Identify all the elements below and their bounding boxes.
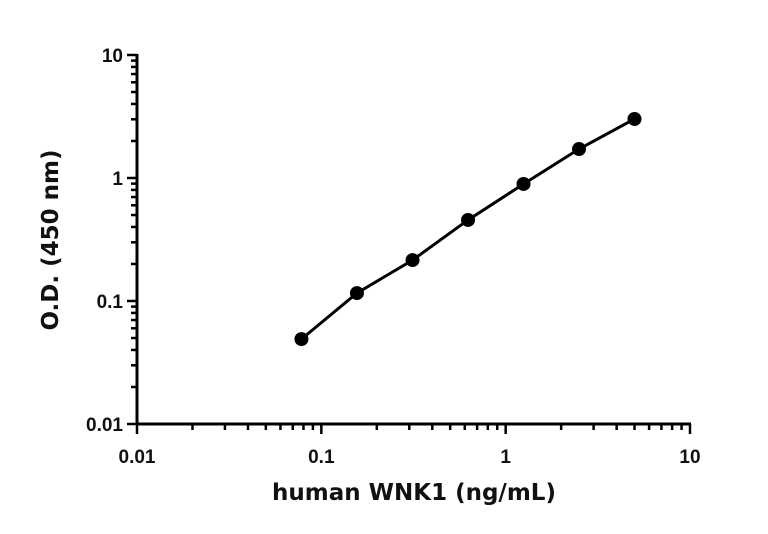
y-tick-label: 0.01 — [86, 415, 123, 436]
y-axis-title: O.D. (450 nm) — [38, 149, 64, 330]
data-point — [572, 142, 587, 157]
x-axis-title: human WNK1 (ng/mL) — [272, 480, 556, 506]
x-tick-label: 0.01 — [119, 447, 156, 468]
x-tick-label: 10 — [679, 447, 700, 468]
data-point — [294, 332, 309, 347]
y-axis: 0.01 0.1 1 10 — [86, 46, 139, 436]
x-axis: 0.01 0.1 1 10 — [119, 422, 701, 468]
data-point — [627, 111, 642, 126]
y-tick-label: 0.1 — [97, 292, 124, 313]
data-point — [349, 286, 364, 301]
y-tick-label: 1 — [112, 169, 123, 190]
x-tick-label: 1 — [500, 447, 511, 468]
y-tick-label: 10 — [102, 46, 123, 67]
x-tick-label: 0.1 — [308, 447, 335, 468]
data-point — [461, 212, 476, 227]
plot-area — [294, 111, 642, 347]
data-point — [516, 176, 531, 191]
data-point — [405, 253, 420, 268]
